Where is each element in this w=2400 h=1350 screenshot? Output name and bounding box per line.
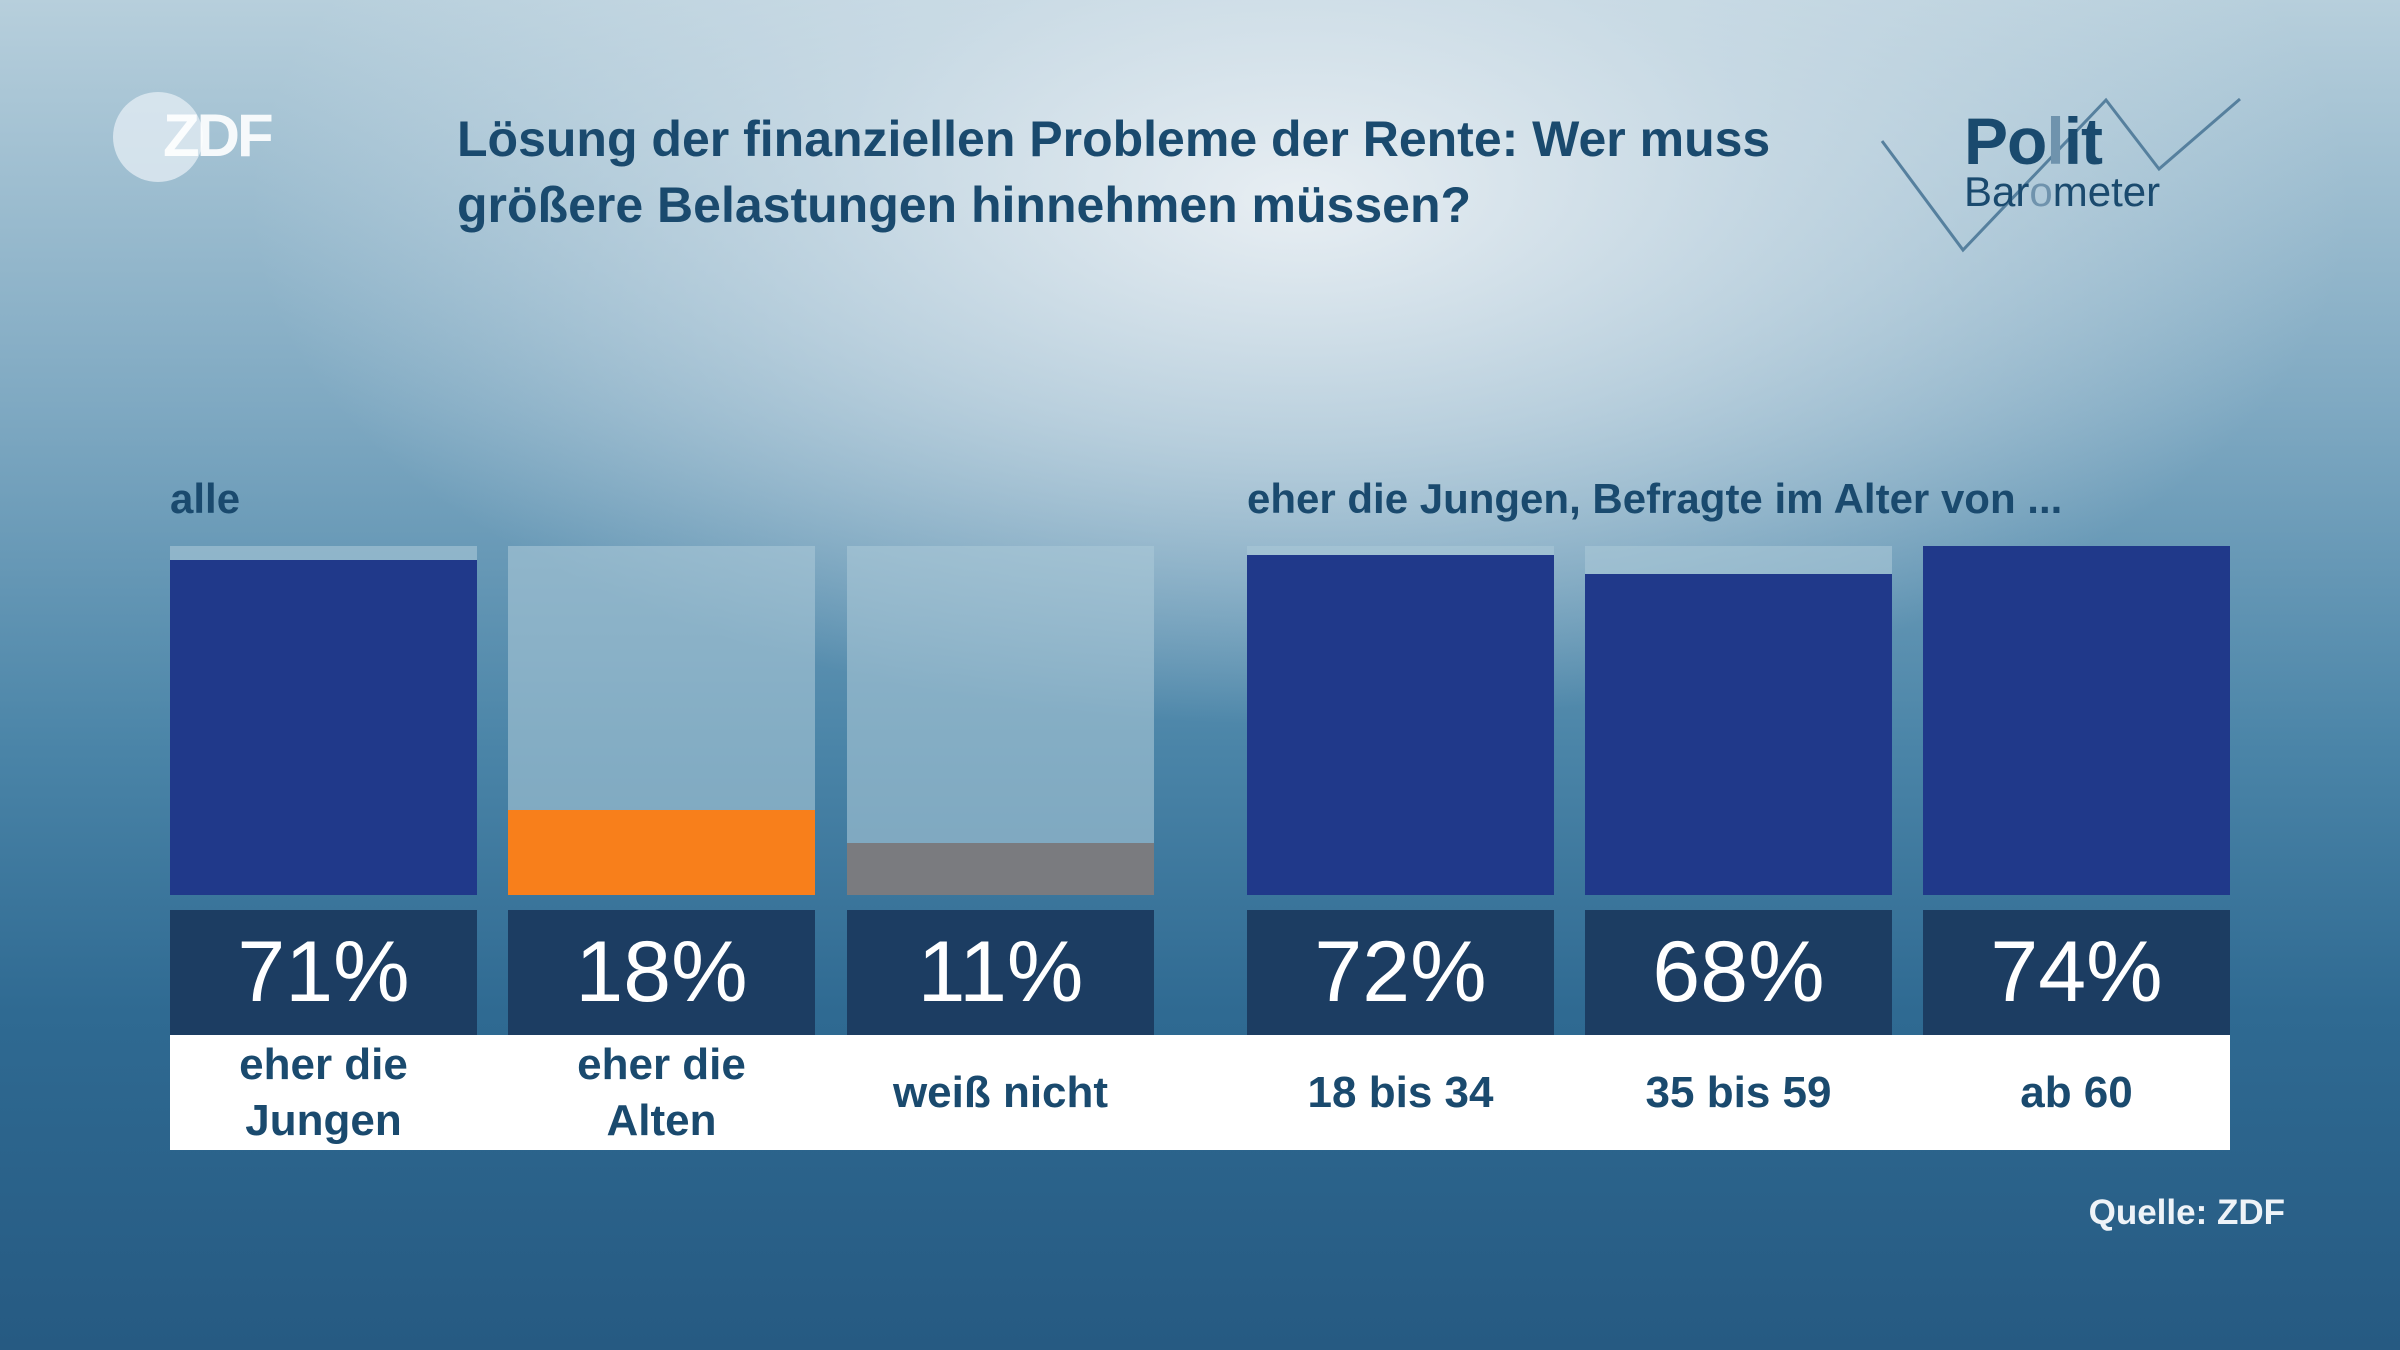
category-label: eher die Jungen [239,1039,408,1145]
bar-track [1247,546,1554,895]
zdf-logo: ZDF [113,92,303,182]
category-label: eher die Alten [577,1039,746,1145]
value-label: 71% [170,910,477,1035]
value-label: 72% [1247,910,1554,1035]
politbarometer-polit: Polit [1964,104,2103,178]
bar-track [1923,546,2230,895]
value-label: 68% [1585,910,1892,1035]
group-heading-all: alle [170,475,241,522]
value-label: 11% [847,910,1154,1035]
group-heading-age: eher die Jungen, Befragte im Alter von .… [1247,475,2063,522]
zdf-logo-text: ZDF [163,102,274,169]
category-label: weiß nicht [892,1067,1109,1117]
source-note: Quelle: ZDF [2088,1193,2285,1232]
bar-track [847,546,1154,895]
bar [1923,546,2230,895]
bar [170,560,477,895]
bar-track [508,546,815,895]
value-label: 18% [508,910,815,1035]
bar [508,810,815,895]
category-label: 18 bis 34 [1307,1067,1494,1117]
bar [847,843,1154,895]
value-label: 74% [1923,910,2230,1035]
politbarometer-barometer: Barometer [1964,168,2161,215]
category-label: ab 60 [2020,1067,2133,1117]
chart-title: Lösung der finanziellen Probleme der Ren… [457,111,1771,233]
politbarometer-logo: Polit Barometer [1880,95,2250,265]
bar-track [170,546,477,895]
category-label: 35 bis 59 [1645,1067,1832,1117]
bar [1585,574,1892,895]
zdf-logo-disc [113,92,203,182]
bar-track [1585,546,1892,895]
politbarometer-zigzag-icon [1880,97,2241,253]
bar [1247,555,1554,895]
category-label-band [170,1035,2230,1150]
